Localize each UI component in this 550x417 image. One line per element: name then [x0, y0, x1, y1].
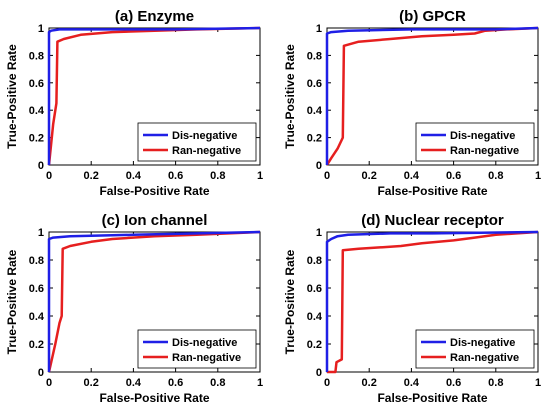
y-tick-label: 0: [38, 160, 44, 172]
legend-entry: Ran-negative: [172, 145, 241, 157]
x-tick-label: 0.6: [446, 377, 461, 389]
y-tick-label: 0.4: [29, 105, 45, 117]
legend-box: [137, 122, 257, 162]
chart-title: (b) GPCR: [399, 8, 466, 25]
x-tick-label: 0: [46, 170, 52, 182]
y-tick-label: 0.6: [307, 78, 322, 90]
x-axis-label: False-Positive Rate: [99, 391, 209, 405]
chart-title: (a) Enzyme: [115, 8, 194, 25]
chart-title: (d) Nuclear receptor: [361, 212, 504, 229]
y-tick-label: 0.2: [29, 133, 44, 145]
y-tick-label: 0.2: [307, 133, 322, 145]
legend-box: [415, 329, 535, 369]
y-tick-label: 0.2: [307, 339, 322, 351]
x-tick-label: 1: [535, 377, 541, 389]
legend-box: [137, 329, 257, 369]
chart-title: (c) Ion channel: [102, 212, 208, 229]
chart-panel-2: 0 0.2 0.4 0.6 0.8 1 0 0.2 0.4 0.6 0.8 1 (b) GPCR Fals…: [283, 8, 541, 198]
x-tick-label: 0.8: [488, 170, 503, 182]
x-tick-label: 0.6: [168, 377, 183, 389]
y-tick-label: 1: [316, 23, 322, 35]
series-line-dis-negative: [47, 26, 261, 165]
x-tick-label: 0.4: [126, 377, 142, 389]
x-tick-label: 1: [257, 377, 263, 389]
y-axis-label: True-Positive Rate: [283, 44, 297, 149]
legend-box: [415, 122, 535, 162]
x-tick-label: 0.4: [404, 170, 420, 182]
legend-entry: Dis-negative: [450, 130, 515, 142]
x-tick-label: 0: [324, 170, 330, 182]
legend-entry: Dis-negative: [450, 337, 515, 349]
y-tick-label: 0.8: [29, 50, 44, 62]
y-axis-label: True-Positive Rate: [5, 249, 19, 354]
y-tick-label: 0.4: [307, 105, 323, 117]
x-tick-label: 1: [257, 170, 263, 182]
series-line-dis-negative: [325, 26, 539, 165]
legend-entry: Dis-negative: [172, 130, 237, 142]
x-tick-label: 1: [535, 170, 541, 182]
x-tick-label: 0.8: [210, 377, 225, 389]
y-tick-label: 0.8: [307, 255, 322, 267]
y-tick-label: 0: [38, 367, 44, 379]
y-tick-label: 0: [316, 367, 322, 379]
x-axis-label: False-Positive Rate: [377, 184, 487, 198]
y-tick-label: 0.8: [29, 255, 44, 267]
series-line-ran-negative: [47, 230, 261, 373]
x-axis-label: False-Positive Rate: [377, 391, 487, 405]
y-tick-label: 0.8: [307, 50, 322, 62]
x-tick-label: 0.2: [84, 377, 99, 389]
y-tick-label: 0.6: [29, 78, 44, 90]
series-line-dis-negative: [325, 230, 539, 372]
x-axis-label: False-Positive Rate: [99, 184, 209, 198]
legend-entry: Dis-negative: [172, 337, 237, 349]
x-tick-label: 0.4: [404, 377, 420, 389]
y-axis-label: True-Positive Rate: [283, 249, 297, 354]
chart-panel-1: 0 0.2 0.4 0.6 0.8 1 0 0.2 0.4 0.6 0.8 1 (a) Enzyme Fa…: [5, 8, 263, 198]
legend-entry: Ran-negative: [450, 145, 519, 157]
y-tick-label: 1: [316, 227, 322, 239]
y-tick-label: 0.4: [29, 311, 45, 323]
y-tick-label: 0.6: [29, 283, 44, 295]
x-tick-label: 0: [324, 377, 330, 389]
x-tick-label: 0: [46, 377, 52, 389]
y-tick-label: 1: [38, 23, 44, 35]
x-tick-label: 0.8: [488, 377, 503, 389]
y-tick-label: 0.2: [29, 339, 44, 351]
legend-entry: Ran-negative: [172, 352, 241, 364]
legend-entry: Ran-negative: [450, 352, 519, 364]
y-tick-label: 0.6: [307, 283, 322, 295]
x-tick-label: 0.2: [84, 170, 99, 182]
y-tick-label: 0.4: [307, 311, 323, 323]
chart-panel-4: 0 0.2 0.4 0.6 0.8 1 0 0.2 0.4 0.6 0.8 1 (d) Nuclear …: [283, 212, 541, 405]
y-tick-label: 1: [38, 227, 44, 239]
series-line-dis-negative: [47, 230, 261, 372]
series-line-ran-negative: [325, 26, 539, 166]
x-tick-label: 0.4: [126, 170, 142, 182]
y-axis-label: True-Positive Rate: [5, 44, 19, 149]
y-tick-label: 0: [316, 160, 322, 172]
x-tick-label: 0.6: [446, 170, 461, 182]
chart-panel-3: 0 0.2 0.4 0.6 0.8 1 0 0.2 0.4 0.6 0.8 1 (c) Ion chan…: [5, 212, 263, 405]
x-tick-label: 0.2: [362, 377, 377, 389]
x-tick-label: 0.8: [210, 170, 225, 182]
x-tick-label: 0.2: [362, 170, 377, 182]
x-tick-label: 0.6: [168, 170, 183, 182]
series-line-ran-negative: [327, 230, 539, 374]
